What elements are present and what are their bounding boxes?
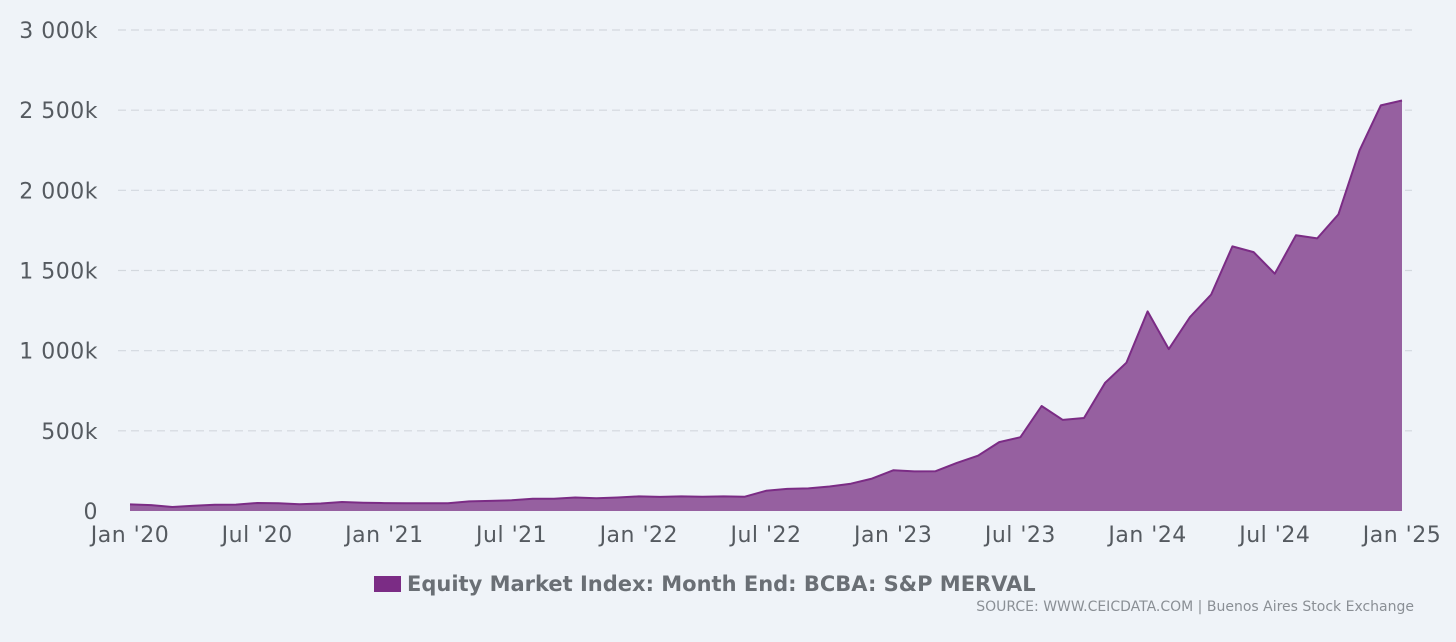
y-tick-label: 500k: [41, 420, 98, 445]
y-tick-label: 3 000k: [19, 19, 98, 44]
legend-swatch: [374, 576, 401, 592]
y-tick-label: 1 500k: [19, 260, 98, 285]
source-credit: SOURCE: WWW.CEICDATA.COM | Buenos Aires …: [976, 599, 1414, 615]
x-tick-label: Jul '20: [220, 523, 293, 548]
x-tick-label: Jan '25: [1361, 523, 1441, 548]
x-tick-label: Jul '23: [983, 523, 1056, 548]
x-tick-label: Jan '22: [598, 523, 678, 548]
legend-label: Equity Market Index: Month End: BCBA: S&…: [407, 572, 1036, 596]
x-tick-label: Jul '21: [474, 523, 547, 548]
y-tick-label: 2 000k: [19, 179, 98, 204]
series-area-fill[interactable]: [130, 100, 1402, 512]
series-line[interactable]: [129, 99, 1403, 508]
series-area[interactable]: [129, 99, 1403, 512]
y-tick-label: 0: [84, 500, 99, 525]
x-tick-label: Jul '24: [1237, 523, 1310, 548]
y-tick-label: 2 500k: [19, 99, 98, 124]
x-tick-label: Jan '20: [89, 523, 169, 548]
x-axis-ticks: Jan '20 Jul '20 Jan '21 Jul '21 Jan '22 Jul '…: [89, 523, 1441, 548]
x-tick-label: Jan '24: [1106, 523, 1186, 548]
x-tick-label: Jan '21: [343, 523, 423, 548]
x-tick-label: Jul '22: [728, 523, 801, 548]
y-tick-label: 1 000k: [19, 340, 98, 365]
legend[interactable]: Equity Market Index: Month End: BCBA: S&…: [374, 572, 1036, 596]
x-tick-label: Jan '23: [852, 523, 932, 548]
grid-lines: [118, 29, 1412, 432]
y-axis-ticks: 3 000k 2 500k 2 000k 1 500k 1 000k 500k 0: [19, 19, 99, 525]
